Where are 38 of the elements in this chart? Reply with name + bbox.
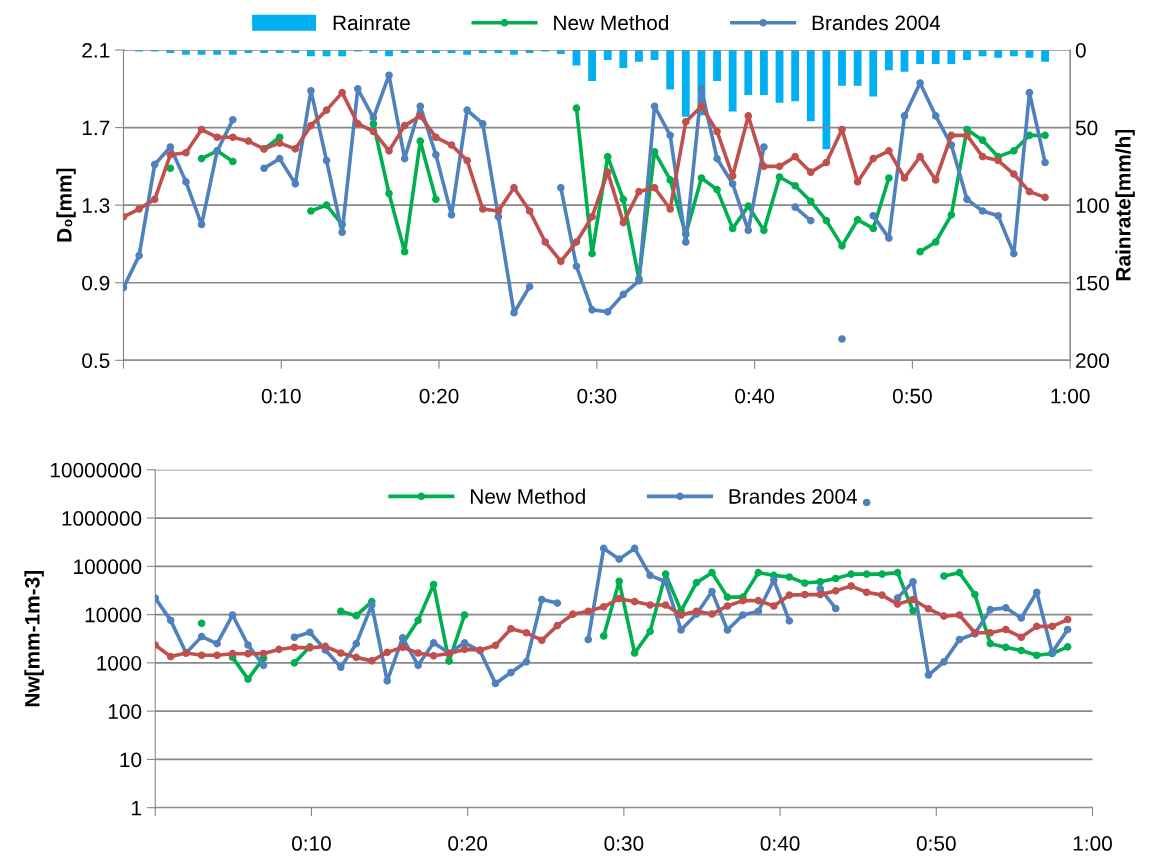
x-tick-label: 0:50 [916, 836, 956, 851]
y-tick-label: 2.1 [82, 43, 110, 58]
x-tick-label: 0:20 [448, 836, 488, 851]
x-tick-label: 1:00 [1051, 388, 1090, 404]
x-tick-label: 0:10 [291, 836, 331, 851]
y2-tick-label: 0 [1075, 43, 1086, 58]
y-tick-label: 1000 [97, 655, 142, 671]
legend-label: Brandes 2004 [812, 14, 941, 31]
legend-label: Rainrate [333, 14, 410, 31]
x-tick-label: 0:40 [760, 836, 800, 851]
x-tick-label: 0:10 [261, 388, 301, 404]
y-tick-label: 1.3 [82, 198, 110, 213]
y2-axis-title: Rainrate[mm/h] [1115, 129, 1135, 281]
legend-label: New Method [470, 488, 585, 504]
y-tick-label: 0.9 [82, 275, 110, 291]
y-axis-title: D₀[mm] [56, 168, 76, 242]
x-tick-label: 0:20 [419, 388, 459, 404]
y-tick-label: 10000 [85, 607, 142, 623]
x-tick-label: 0:30 [604, 836, 644, 851]
legend-label: Brandes 2004 [729, 488, 858, 504]
y2-tick-label: 100 [1076, 198, 1109, 213]
y-tick-label: 10 [120, 752, 142, 768]
y2-tick-label: 200 [1076, 353, 1109, 369]
x-tick-label: 1:00 [1073, 836, 1112, 851]
y-tick-label: 100000 [74, 559, 142, 575]
y2-tick-label: 150 [1076, 275, 1109, 291]
y-tick-label: 1 [132, 800, 142, 816]
y-tick-label: 100 [108, 704, 142, 719]
y-tick-label: 1.7 [82, 120, 110, 136]
y-tick-label: 1000000 [62, 511, 142, 526]
y-tick-label: 10000000 [50, 462, 142, 478]
y2-tick-label: 50 [1075, 120, 1098, 136]
x-tick-label: 0:30 [577, 388, 617, 404]
legend-label: New Method [554, 14, 669, 31]
x-tick-label: 0:40 [735, 388, 775, 404]
y-tick-label: 0.5 [82, 353, 110, 369]
y-axis-title: Nw[mm-1m-3] [24, 571, 44, 707]
x-tick-label: 0:50 [892, 388, 932, 404]
